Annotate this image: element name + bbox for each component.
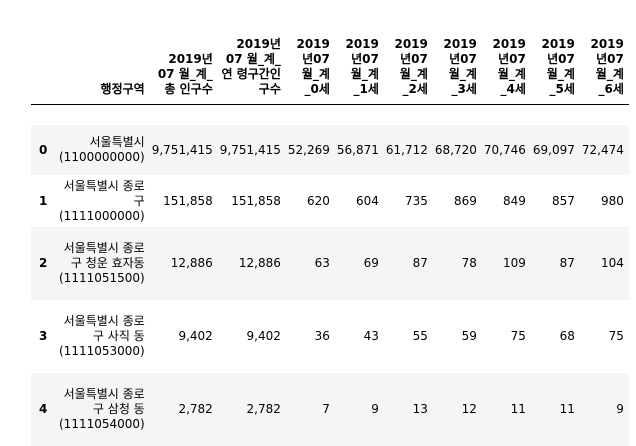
column-header: 행정구역 xyxy=(100,82,145,96)
table-row: 2 서울특별시 종로구 청운 효자동 (1111051500) 12,886 1… xyxy=(31,227,629,300)
table-cell: 59 xyxy=(461,329,477,343)
table-cell: 72,474 xyxy=(581,142,624,157)
column-header: 2019 년07 월_계 _5세 xyxy=(541,37,575,96)
table-cell: 9,751,415 xyxy=(219,142,281,157)
table-cell: 56,871 xyxy=(336,142,379,157)
table-row: 3 서울특별시 종로구 사직 동 (1111053000) 9,402 9,40… xyxy=(31,300,629,373)
table-cell: 980 xyxy=(600,193,624,208)
table-cell: 849 xyxy=(502,193,526,208)
table-cell: 43 xyxy=(363,329,379,343)
column-header: 2019 년07 월_계 _6세 xyxy=(590,37,624,96)
table-row: 0 서울특별시 (1100000000) 9,751,415 9,751,415… xyxy=(31,125,629,175)
column-header: 2019 년07 월_계 _1세 xyxy=(345,37,379,96)
table-cell: 869 xyxy=(453,193,477,208)
header-gap xyxy=(31,104,629,125)
table-cell: 7 xyxy=(322,402,330,416)
dataframe-table: 행정구역 2019년07 월_계_총 인구수 2019년07 월_계_연 령구간… xyxy=(31,17,629,446)
table-cell: 12,886 xyxy=(170,256,213,270)
table-cell: 61,712 xyxy=(385,142,428,157)
table-cell: 620 xyxy=(306,193,330,208)
table-cell: 9,402 xyxy=(178,329,213,343)
table-cell: 2,782 xyxy=(178,402,213,416)
table-cell: 36 xyxy=(314,329,330,343)
table-cell: 857 xyxy=(551,193,575,208)
table-cell: 604 xyxy=(355,193,379,208)
table-cell: 2,782 xyxy=(246,402,281,416)
column-header: 2019년07 월_계_총 인구수 xyxy=(157,52,213,96)
table-cell: 12,886 xyxy=(238,256,281,270)
table-cell: 735 xyxy=(404,193,428,208)
table-cell: 151,858 xyxy=(163,193,213,208)
table-cell: 13 xyxy=(412,402,428,416)
column-header: 2019 년07 월_계 _3세 xyxy=(443,37,477,96)
table-cell: 9,402 xyxy=(246,329,281,343)
column-header: 2019 년07 월_계 _0세 xyxy=(296,37,330,96)
table-cell: 78 xyxy=(461,256,477,270)
table-cell: 68,720 xyxy=(434,142,477,157)
table-cell: 151,858 xyxy=(231,193,281,208)
table-cell: 104 xyxy=(600,256,624,270)
table-cell: 87 xyxy=(412,256,428,270)
table-cell: 109 xyxy=(502,256,526,270)
table-cell: 69 xyxy=(363,256,379,270)
row-index: 1 xyxy=(39,193,48,208)
table-cell: 69,097 xyxy=(532,142,575,157)
table-row: 4 서울특별시 종로구 삼청 동 (1111054000) 2,782 2,78… xyxy=(31,373,629,446)
column-header: 2019 년07 월_계 _4세 xyxy=(492,37,526,96)
table-row: 1 서울특별시 종로구 (1111000000) 151,858 151,858… xyxy=(31,175,629,227)
table-cell: 55 xyxy=(412,329,428,343)
table-cell: 12 xyxy=(461,402,477,416)
index-header xyxy=(31,17,57,105)
column-header: 2019년07 월_계_연 령구간인 구수 xyxy=(221,37,281,96)
table-cell: 9,751,415 xyxy=(151,142,213,157)
table-cell: 75 xyxy=(608,329,624,343)
table-cell: 68 xyxy=(559,329,575,343)
table-cell: 63 xyxy=(314,256,330,270)
row-index: 0 xyxy=(39,142,48,157)
header-row: 행정구역 2019년07 월_계_총 인구수 2019년07 월_계_연 령구간… xyxy=(31,17,629,105)
spacer xyxy=(31,104,629,125)
table-cell: 52,269 xyxy=(287,142,330,157)
row-index: 2 xyxy=(39,256,48,270)
table-cell: 70,746 xyxy=(483,142,526,157)
table-cell: 9 xyxy=(616,402,624,416)
row-index: 3 xyxy=(39,329,48,343)
table-cell: 서울특별시 종로구 사직 동 (1111053000) xyxy=(59,314,145,358)
table-cell: 서울특별시 종로구 삼청 동 (1111054000) xyxy=(59,387,145,431)
table-cell: 75 xyxy=(510,329,526,343)
table-cell: 서울특별시 (1100000000) xyxy=(59,135,145,164)
table-cell: 11 xyxy=(510,402,526,416)
table-cell: 87 xyxy=(559,256,575,270)
table-cell: 서울특별시 종로구 청운 효자동 (1111051500) xyxy=(59,241,145,285)
table-cell: 9 xyxy=(371,402,379,416)
row-index: 4 xyxy=(39,402,48,416)
table-cell: 서울특별시 종로구 (1111000000) xyxy=(59,178,145,223)
column-header: 2019 년07 월_계 _2세 xyxy=(394,37,428,96)
table-cell: 11 xyxy=(559,402,575,416)
